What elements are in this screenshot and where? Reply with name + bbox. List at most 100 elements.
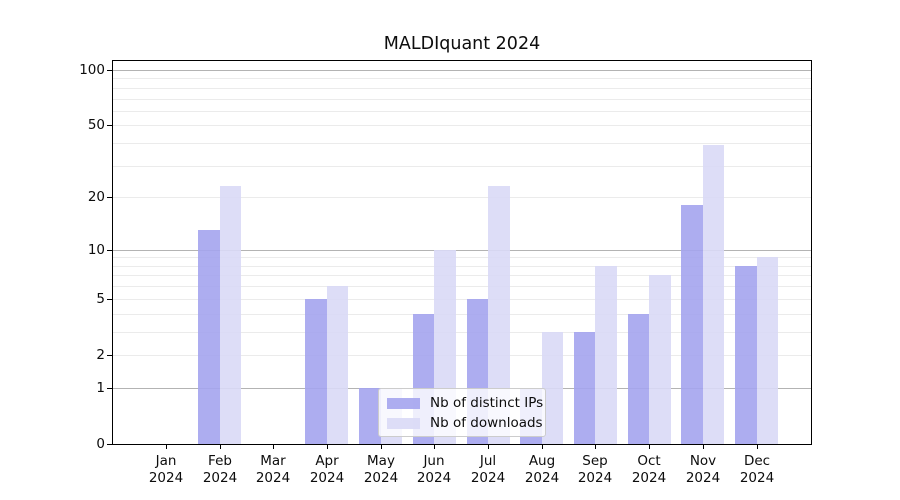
x-tick-label-line: Nov (689, 453, 717, 469)
x-tick-mark (649, 444, 650, 449)
x-tick-label: Mar 2024 (245, 453, 301, 486)
bar (198, 230, 220, 444)
x-tick-label: May 2024 (353, 453, 409, 486)
x-tick-label: Jun 2024 (406, 453, 462, 486)
plot-area: Nb of distinct IPs Nb of downloads (113, 60, 811, 444)
y-tick-mark (107, 70, 112, 71)
x-tick-mark (220, 444, 221, 449)
minor-gridline (113, 332, 811, 333)
x-tick-label-line: 2024 (416, 469, 452, 486)
legend-item-downloads: Nb of downloads (387, 414, 543, 432)
axis-spine-top (112, 60, 811, 61)
y-tick-label: 5 (96, 291, 105, 307)
axis-spine-bottom (112, 444, 811, 445)
x-tick-label-line: 2024 (309, 469, 345, 486)
minor-gridline (113, 257, 811, 258)
legend-item-distinct-ips: Nb of distinct IPs (387, 394, 543, 412)
x-tick-label-line: 2024 (685, 469, 721, 486)
x-tick-label: Feb 2024 (192, 453, 248, 486)
x-tick-label: Oct 2024 (621, 453, 677, 486)
x-tick-label-line: Feb (208, 453, 232, 469)
x-tick-label-line: 2024 (148, 469, 184, 486)
bar (488, 186, 510, 444)
x-tick-mark (434, 444, 435, 449)
x-tick-label-line: Dec (743, 453, 771, 469)
x-tick-label: Sep 2024 (567, 453, 623, 486)
x-tick-label: Apr 2024 (299, 453, 355, 486)
bar (681, 205, 703, 444)
x-tick-mark (488, 444, 489, 449)
x-tick-label-line: 2024 (470, 469, 506, 486)
x-tick-mark (381, 444, 382, 449)
y-tick-mark (107, 355, 112, 356)
minor-gridline (113, 266, 811, 267)
x-tick-label-line: Mar (260, 453, 286, 469)
legend-label-distinct-ips: Nb of distinct IPs (430, 395, 544, 411)
bar (305, 298, 327, 444)
bar (573, 331, 596, 444)
x-tick-label-line: Apr (315, 453, 339, 469)
bar (649, 275, 671, 444)
x-tick-mark (703, 444, 704, 449)
x-tick-label: Aug 2024 (514, 453, 570, 486)
minor-gridline (113, 99, 811, 100)
minor-gridline (113, 88, 811, 89)
x-tick-mark (166, 444, 167, 449)
minor-gridline (113, 197, 811, 198)
y-tick-label: 1 (96, 380, 105, 396)
bar (541, 331, 564, 444)
y-tick-label: 2 (96, 347, 105, 363)
x-tick-label-line: 2024 (739, 469, 775, 486)
x-tick-label-line: 2024 (524, 469, 560, 486)
x-tick-label-line: Sep (582, 453, 608, 469)
major-gridline (113, 250, 811, 251)
chart-title: MALDIquant 2024 (383, 34, 541, 54)
bars-layer (113, 60, 811, 444)
y-tick-mark (107, 125, 112, 126)
x-tick-label-line: 2024 (255, 469, 291, 486)
bar (359, 387, 381, 444)
x-tick-label-line: 2024 (631, 469, 667, 486)
minor-gridline (113, 125, 811, 126)
x-tick-mark (273, 444, 274, 449)
y-tick-mark (107, 250, 112, 251)
minor-gridline (113, 299, 811, 300)
legend: Nb of distinct IPs Nb of downloads (378, 388, 546, 437)
bar (595, 265, 617, 444)
bar (735, 265, 757, 444)
minor-gridline (113, 314, 811, 315)
x-tick-label: Jul 2024 (460, 453, 516, 486)
x-tick-label-line: Jan (155, 453, 177, 469)
x-tick-label-line: 2024 (202, 469, 238, 486)
major-gridline (113, 70, 811, 71)
y-tick-label: 100 (79, 62, 105, 78)
axis-spine-left (112, 60, 113, 445)
x-tick-mark (327, 444, 328, 449)
x-tick-label: Jan 2024 (138, 453, 194, 486)
x-tick-mark (595, 444, 596, 449)
y-tick-label: 20 (87, 189, 105, 205)
axis-spine-right (811, 60, 812, 445)
y-tick-label: 50 (87, 117, 105, 133)
y-tick-mark (107, 388, 112, 389)
minor-gridline (113, 143, 811, 144)
x-tick-mark (542, 444, 543, 449)
x-tick-label-line: Aug (528, 453, 556, 469)
y-tick-mark (107, 444, 112, 445)
x-tick-label-line: Jun (423, 453, 445, 469)
minor-gridline (113, 355, 811, 356)
bar (326, 286, 349, 444)
x-tick-label-line: May (367, 453, 395, 469)
y-tick-label: 10 (87, 242, 105, 258)
bar (627, 313, 650, 444)
x-tick-label-line: 2024 (577, 469, 613, 486)
minor-gridline (113, 166, 811, 167)
x-tick-label-line: 2024 (363, 469, 399, 486)
legend-swatch-downloads (387, 417, 420, 429)
x-tick-label-line: Oct (637, 453, 661, 469)
y-tick-mark (107, 299, 112, 300)
minor-gridline (113, 286, 811, 287)
x-tick-mark (757, 444, 758, 449)
y-tick-label: 0 (96, 436, 105, 452)
